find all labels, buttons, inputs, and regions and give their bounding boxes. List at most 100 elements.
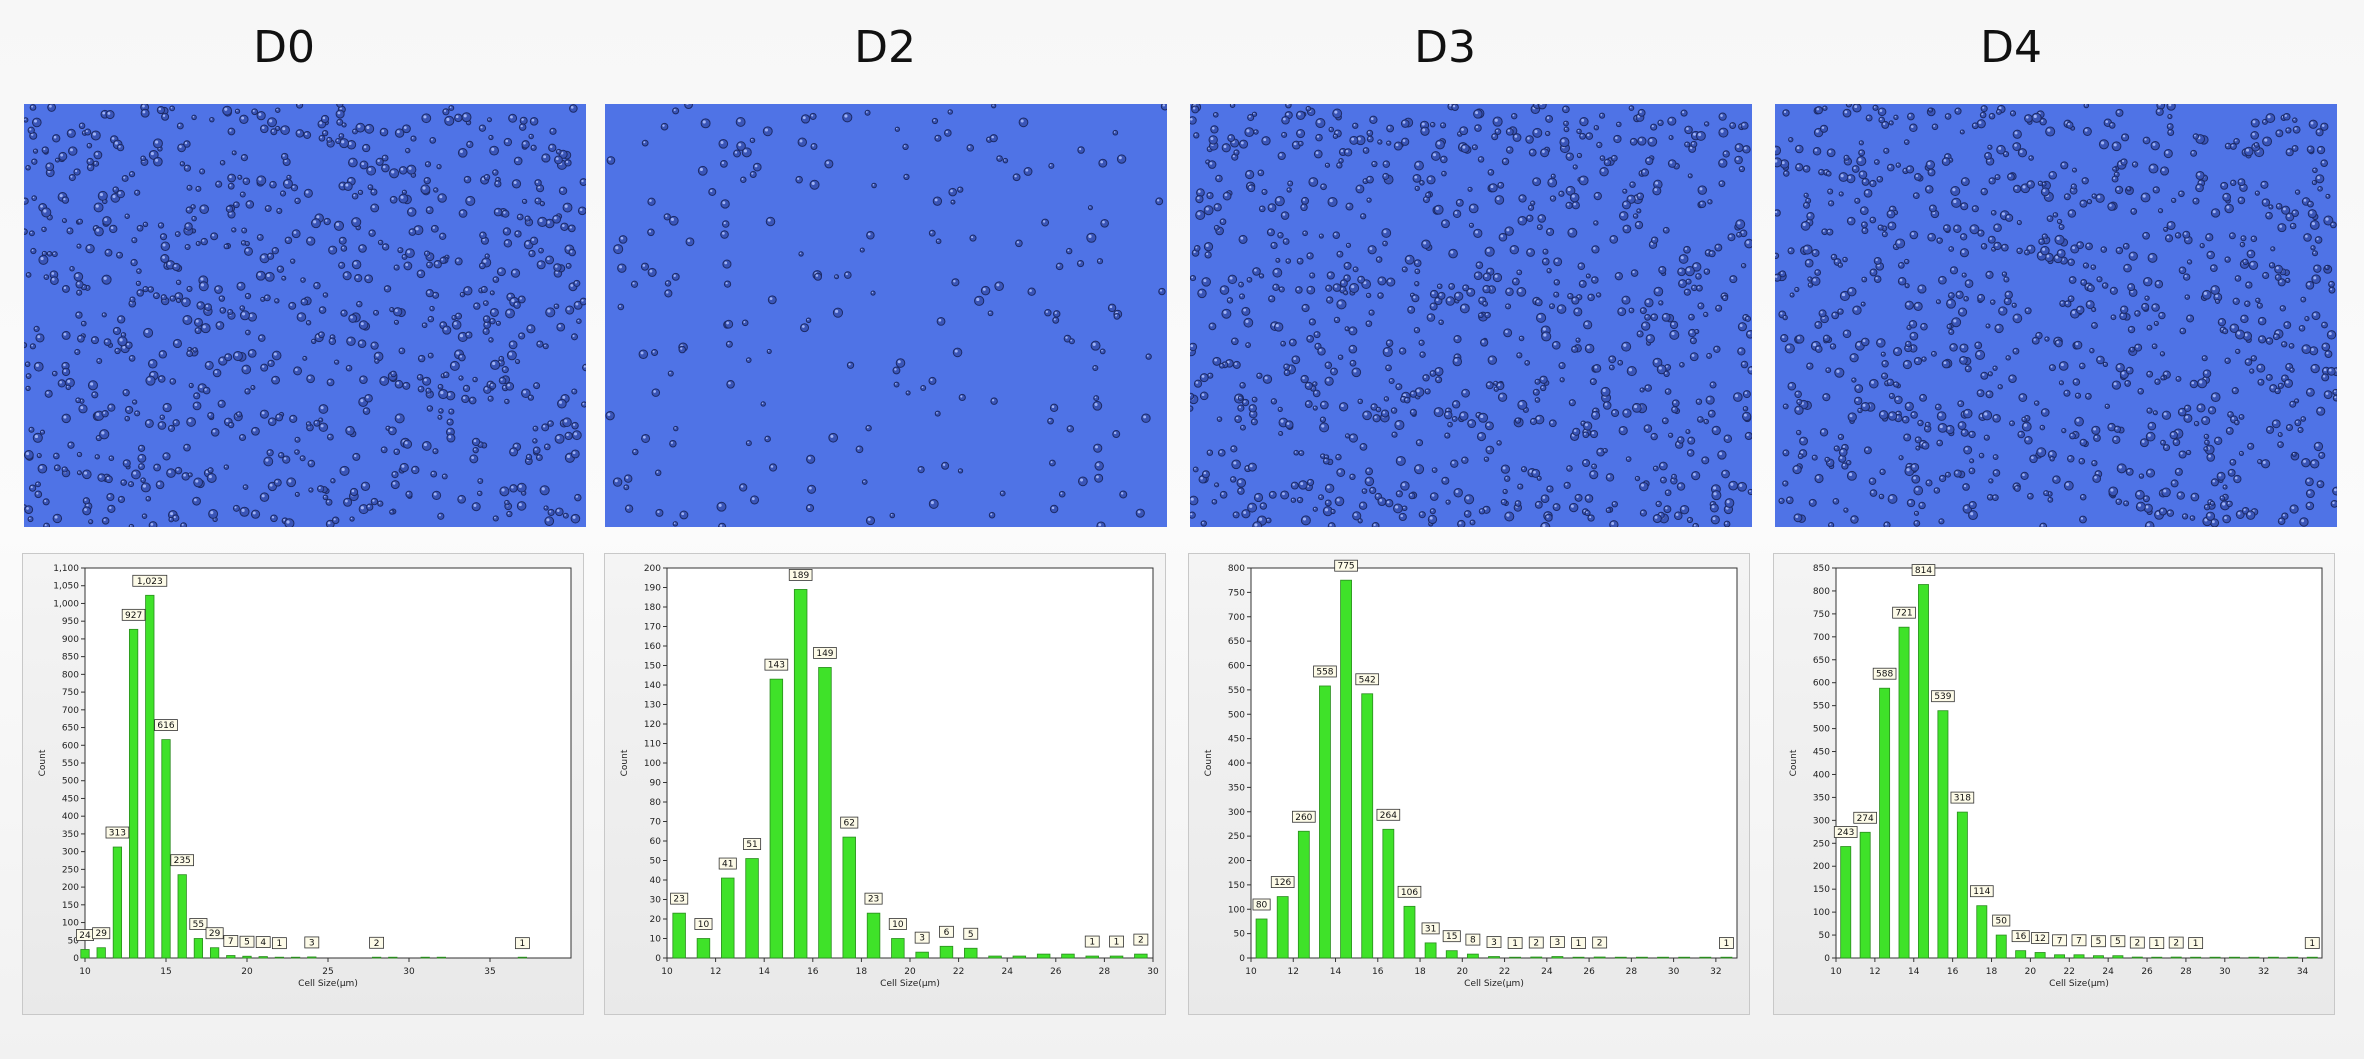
cell-dot [1729,122,1737,129]
cell-dot [1621,295,1631,305]
cell-dot [1203,242,1214,252]
cell-dot [1980,371,1989,380]
cell-dot [1652,514,1662,524]
cell-dot [263,456,274,467]
cell-dot [2060,161,2069,170]
cell-dot [1950,185,1961,196]
cell-dot [1599,166,1609,177]
cell-dot [1971,205,1979,213]
cell-dot [1213,224,1220,231]
cell-dot [1345,202,1354,211]
cell-dot [300,277,306,283]
bar-data-label: 4 [255,936,271,948]
y-tick-label: 100 [1813,908,1830,918]
cell-dot [2128,251,2138,261]
cell-dot [1047,417,1054,425]
cell-dot [1424,388,1431,395]
cell-dot [1938,275,1947,285]
cell-dot [1546,227,1555,236]
cell-dot [1251,111,1258,117]
cell-dot [1451,416,1458,422]
cell-dot [2206,250,2215,260]
cell-dot [1324,376,1334,386]
y-tick-label: 50 [650,857,662,867]
cell-dot [1959,248,1969,258]
cell-dot [1582,458,1591,467]
cell-dot [90,130,101,141]
cell-dot [1241,306,1251,316]
cell-dot [225,205,234,213]
cell-dot [193,477,203,488]
cell-dot [38,254,49,265]
cell-dot [1366,135,1374,143]
cell-dot [212,368,222,378]
cell-dot [664,280,672,287]
cell-dot [125,341,133,349]
cell-dot [1917,284,1927,294]
cell-dot [402,439,413,449]
cell-dot [2146,324,2153,331]
cell-dot [239,310,250,321]
cell-dot [1640,168,1650,177]
plot-area [1250,567,1738,959]
cell-dot [1252,267,1261,276]
cell-dot [2017,430,2025,439]
bar-data-label: 1,023 [132,574,168,587]
cell-dot [1928,204,1937,213]
cell-dot [1563,481,1571,489]
x-axis-title: Cell Size(μm) [298,979,358,989]
cell-dot [1912,192,1920,200]
cell-dot [231,150,237,156]
cell-dot [73,168,81,176]
bar-data-label: 6 [939,925,954,938]
cell-dot [1466,287,1476,297]
cell-dot [2289,504,2299,514]
y-tick-label: 800 [1228,564,1245,574]
cell-dot [2159,166,2170,176]
y-tick-label: 650 [1228,637,1245,647]
cell-dot [1935,299,1941,305]
cell-dot [1562,105,1570,114]
cell-dot [99,429,110,440]
cell-dot [239,506,250,517]
y-tick-label: 0 [655,954,661,964]
cell-dot [1574,493,1583,502]
cell-dot [1802,165,1811,173]
x-tick-label: 26 [2141,967,2153,977]
cell-dot [84,128,92,136]
cell-dot [80,320,87,327]
cell-dot [2328,286,2336,294]
cell-dot [2082,126,2092,136]
cell-dot [1023,167,1033,176]
cell-dot [78,122,86,130]
cell-dot [1622,408,1632,418]
cell-dot [1201,277,1211,287]
histogram-bar [1530,956,1543,959]
cell-dot [1380,409,1390,418]
cell-dot [267,359,275,368]
cell-dot [889,512,896,519]
cell-dot [1451,400,1461,409]
cell-dot [944,129,952,137]
cell-dot [2226,500,2233,508]
y-tick-label: 400 [62,812,79,822]
cell-dot [1221,308,1232,319]
cell-dot [2178,450,2187,459]
cell-dot [1568,399,1576,407]
cell-dot [1395,383,1403,391]
cell-dot [1838,448,1848,457]
cell-dot [275,125,281,132]
y-tick-label: 300 [1813,816,1830,826]
bar-data-label: 2 [1133,933,1149,946]
cell-dot [1852,305,1862,315]
cell-dot [1837,433,1845,441]
cell-dot [1349,135,1359,145]
micrograph-d0 [24,104,586,527]
cell-dot [2001,271,2008,277]
cell-dot [767,295,777,305]
cell-dot [1216,416,1223,422]
cell-dot [53,452,60,460]
cell-dot [1667,159,1677,168]
cell-dot [2309,220,2320,230]
cell-dot [2123,263,2132,273]
